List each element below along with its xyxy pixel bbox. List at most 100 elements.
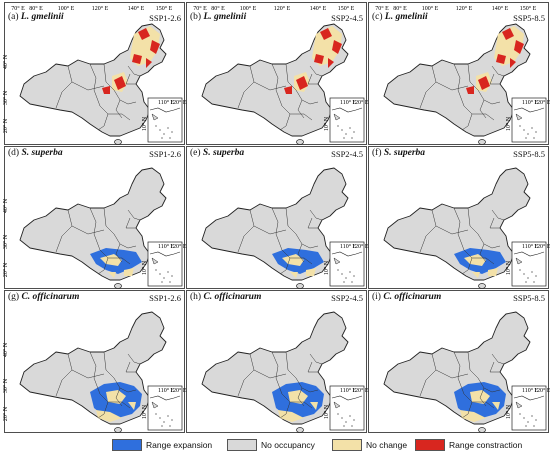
province-border [127, 65, 141, 77]
panel-letter: (e) [190, 148, 201, 158]
no-change-area [108, 272, 116, 278]
inset-lon-label: 110° E [522, 387, 539, 394]
province-border [479, 99, 487, 119]
province-border [271, 63, 279, 91]
scenario-label: SSP2-4.5 [331, 13, 363, 23]
no-change-area [100, 254, 122, 266]
panel-label: (c) L. gmelinii [372, 12, 428, 22]
province-border [309, 209, 323, 221]
no-change-area [470, 390, 490, 404]
range-contraction-area [514, 40, 524, 54]
no-change-area [288, 390, 308, 404]
map-svg: 70° E 80° E 100° E 120° E 140° E 150° E 110° E… [368, 2, 550, 145]
province-border [453, 351, 461, 379]
hainan-island [478, 139, 486, 145]
map-panel: 70° E 80° E 100° E 120° E 140° E 150° E 110° E… [186, 2, 369, 145]
lon-tick-label: 140° E [310, 5, 327, 12]
province-border [307, 361, 318, 373]
scenario-label: SSP1-2.6 [149, 13, 181, 23]
province-border [237, 81, 255, 109]
lon-tick-label: 80° E [29, 5, 43, 12]
province-border [249, 353, 287, 379]
legend: Range expansion No occupancy No change R… [0, 434, 550, 456]
province-border [491, 353, 505, 365]
inset-lon-label: 120° E [352, 243, 369, 250]
inset-lat-label: 10° N [323, 116, 330, 131]
map-svg: 70° E 80° E 100° E 120° E 140° E 150° E 40° N 3… [2, 2, 187, 145]
province-border [477, 89, 501, 105]
panel-label: (h) C. officinarum [190, 292, 261, 302]
range-contraction-area [314, 54, 324, 64]
lat-tick-label: 30° N [2, 378, 9, 393]
range-contraction-area [132, 54, 142, 64]
no-change-area [460, 410, 486, 422]
legend-item-no-occupancy: No occupancy [227, 439, 315, 451]
range-contraction-area [510, 58, 516, 68]
range-contraction-area [332, 40, 342, 54]
range-contraction-area [284, 86, 292, 94]
province-border [89, 351, 97, 379]
province-border [431, 209, 469, 235]
province-border [125, 217, 136, 229]
species-name: C. officinarum [21, 292, 80, 302]
inset-lat-label: 10° N [323, 260, 330, 275]
province-border [55, 81, 73, 109]
panel-letter: (a) [8, 12, 19, 22]
panel-label: (e) S. superba [190, 148, 244, 158]
hainan-island [478, 427, 486, 433]
province-border [477, 377, 501, 393]
province-border [297, 387, 305, 407]
inset-lat-label: 10° N [505, 260, 512, 275]
inset-lon-label: 120° E [534, 387, 550, 394]
province-border [89, 207, 97, 235]
province-border [297, 99, 305, 119]
province-border [491, 209, 505, 221]
province-border [89, 63, 97, 91]
province-border [127, 209, 141, 221]
province-border [97, 401, 109, 419]
hainan-island [114, 283, 122, 289]
scenario-label: SSP1-2.6 [149, 293, 181, 303]
province-border [103, 63, 115, 91]
lat-tick-label: 30° N [2, 234, 9, 249]
legend-label: Range expansion [146, 440, 213, 450]
province-border [419, 369, 437, 397]
map-svg: 70° E 80° E 100° E 120° E 140° E 150° E 110° E… [186, 2, 369, 145]
no-change-area [310, 402, 318, 410]
lon-tick-label: 70° E [375, 5, 389, 12]
scenario-label: SSP5-8.5 [513, 13, 545, 23]
map-grid: 70° E 80° E 100° E 120° E 140° E 150° E 40° N 3… [2, 2, 550, 433]
no-change-area [278, 410, 304, 422]
province-border [279, 113, 291, 131]
province-border [113, 89, 137, 105]
map-panel: 110° E 120° E 10° N (h) C. officinarum SSP2-… [186, 290, 369, 433]
range-contraction-area [466, 86, 474, 94]
no-change-area [128, 402, 136, 410]
province-border [477, 233, 501, 249]
panel-letter: (b) [190, 12, 202, 22]
lon-tick-label: 150° E [338, 5, 355, 12]
province-border [489, 217, 500, 229]
species-name: S. superba [202, 148, 245, 158]
province-border [285, 351, 297, 379]
map-panel: 110° E 120° E 10° N (e) S. superba SSP2-4.5 [186, 146, 369, 289]
lon-tick-label: 150° E [156, 5, 173, 12]
lon-tick-label: 120° E [92, 5, 109, 12]
lat-tick-label: 20° N [2, 118, 9, 133]
lon-tick-label: 100° E [240, 5, 257, 12]
no-change-area [290, 272, 298, 278]
province-border [467, 63, 479, 91]
no-change-area [492, 402, 500, 410]
province-border [237, 225, 255, 253]
legend-swatch [227, 439, 257, 451]
map-panel: 40° N 30° N 20° N 110° E 120° E 10° N (g) C. o… [2, 290, 187, 433]
lon-tick-label: 80° E [393, 5, 407, 12]
inset-lon-label: 110° E [158, 99, 175, 106]
map-panel: 40° N 30° N 20° N 110° E 120° E 10° N (d) S. s… [2, 146, 187, 289]
species-name: C. officinarum [383, 292, 442, 302]
scenario-label: SSP2-4.5 [331, 149, 363, 159]
species-name: C. officinarum [203, 292, 262, 302]
